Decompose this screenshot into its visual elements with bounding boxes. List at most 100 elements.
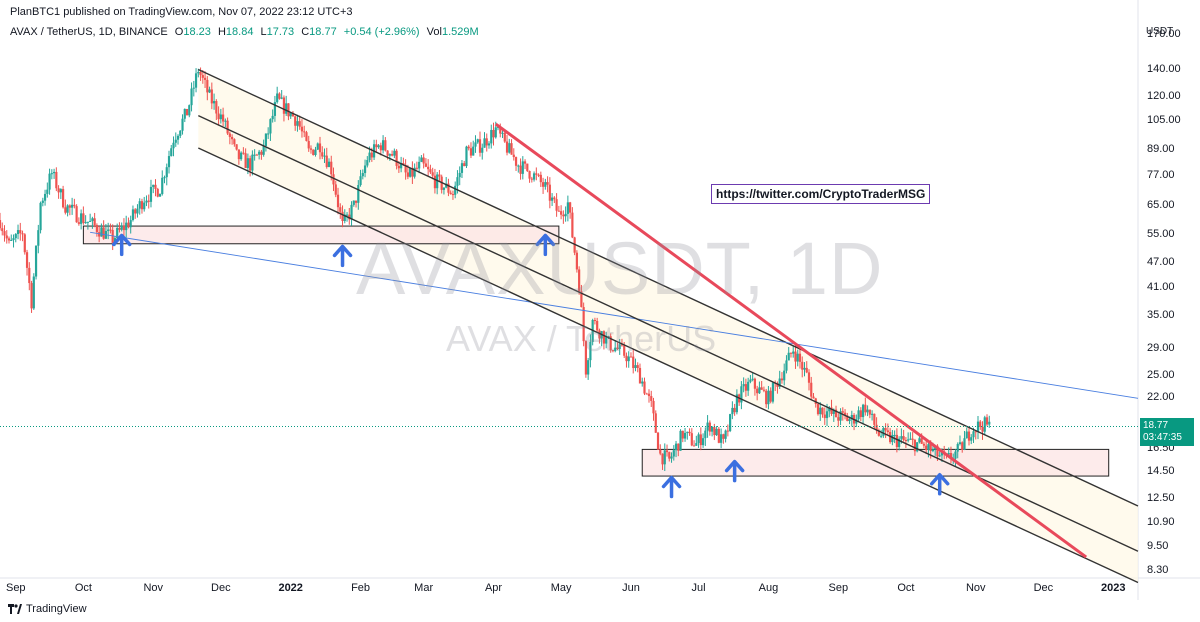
candle-body: [228, 133, 231, 137]
candle-body: [877, 430, 880, 436]
candle-body: [354, 200, 358, 203]
candle-body: [71, 204, 74, 208]
candle-body: [100, 227, 103, 237]
candle-body: [530, 178, 533, 180]
candle-body: [264, 133, 268, 146]
x-tick-label: Feb: [351, 582, 371, 594]
candle-body: [735, 394, 738, 413]
twitter-link-annotation[interactable]: https://twitter.com/CryptoTraderMSG: [711, 184, 931, 204]
x-tick-label: 2023: [1100, 582, 1126, 594]
last-price-tag: 18.77 03:47:35: [1140, 418, 1194, 447]
candle-body: [66, 205, 69, 213]
candle-body: [460, 163, 464, 173]
candle-body: [920, 438, 923, 444]
candle-body: [282, 97, 286, 114]
candle-body: [111, 230, 114, 243]
candle-body: [713, 427, 716, 436]
candle-body: [886, 430, 889, 433]
candle-body: [668, 452, 671, 459]
candle-body: [643, 381, 646, 394]
candle-body: [528, 171, 531, 179]
candle-body: [341, 211, 344, 222]
candle-body: [219, 114, 222, 120]
candle-body: [517, 165, 520, 167]
candle-body: [5, 235, 8, 239]
candle-body: [870, 413, 874, 415]
candle-body: [215, 101, 218, 114]
candle-body: [368, 152, 371, 161]
candle-body: [424, 163, 428, 167]
candle-body: [379, 145, 382, 151]
candle-body: [152, 184, 155, 187]
candle-body: [672, 450, 675, 457]
candle-body: [57, 188, 60, 193]
candle-body: [134, 209, 137, 214]
candle-body: [84, 222, 87, 224]
candle-body: [963, 438, 966, 450]
candle-body: [632, 356, 635, 369]
candle-body: [429, 169, 432, 173]
candle-body: [812, 396, 815, 399]
x-tick-label: Sep: [828, 582, 849, 594]
candle-body: [339, 207, 342, 212]
candle-body: [327, 161, 331, 167]
candle-body: [816, 403, 820, 415]
open-value: 18.23: [183, 26, 211, 38]
candle-body: [433, 175, 437, 189]
candle-body: [255, 154, 258, 156]
candle-body: [602, 331, 606, 344]
candle-body: [249, 158, 252, 171]
candle-body: [350, 204, 353, 220]
candle-body: [420, 157, 423, 162]
candle-body: [82, 213, 85, 223]
up-arrow-icon-3: [535, 233, 556, 257]
symbol-name: AVAX / TetherUS, 1D, BINANCE: [10, 26, 168, 38]
candle-body: [381, 140, 385, 151]
support-zone-2: [641, 448, 1110, 477]
low-label: L: [260, 26, 267, 38]
candle-body: [562, 214, 565, 217]
candle-body: [246, 158, 249, 168]
candle-body: [891, 435, 894, 443]
candle-body: [981, 426, 984, 432]
candle-body: [309, 148, 313, 150]
candle-body: [521, 161, 524, 174]
high-value: 18.84: [225, 26, 254, 38]
candle-body: [837, 417, 840, 421]
close-value: 18.77: [309, 26, 337, 38]
candle-body: [377, 145, 380, 148]
x-tick-label: Apr: [484, 582, 503, 594]
candle-body: [233, 139, 236, 145]
candle-body: [258, 151, 261, 155]
candle-body: [535, 173, 538, 175]
candle-body: [925, 445, 928, 450]
candle-body: [39, 202, 42, 231]
candle-body: [43, 193, 47, 201]
candle-body: [956, 444, 959, 452]
candle-body: [431, 172, 434, 176]
candle-body: [805, 367, 808, 373]
candle-body: [370, 152, 373, 158]
candle-body: [467, 146, 470, 149]
candle-body: [415, 167, 418, 169]
x-tick-label: Aug: [758, 582, 779, 594]
candle-body: [564, 213, 567, 217]
candle-body: [523, 161, 527, 164]
candle-body: [898, 438, 901, 448]
candle-body: [251, 154, 254, 171]
candle-body: [605, 337, 608, 344]
tradingview-brand[interactable]: TradingView: [8, 603, 87, 615]
candle-body: [120, 225, 123, 230]
candle-body: [64, 207, 67, 213]
candle-body: [393, 150, 396, 156]
candle-body: [834, 409, 838, 418]
candle-body: [436, 174, 439, 189]
candle-body: [618, 344, 621, 350]
candle-body: [880, 435, 883, 437]
candle-body: [652, 400, 655, 414]
candle-body: [384, 140, 387, 151]
candle-body: [89, 220, 92, 222]
candle-body: [629, 356, 633, 358]
candle-body: [400, 163, 403, 169]
